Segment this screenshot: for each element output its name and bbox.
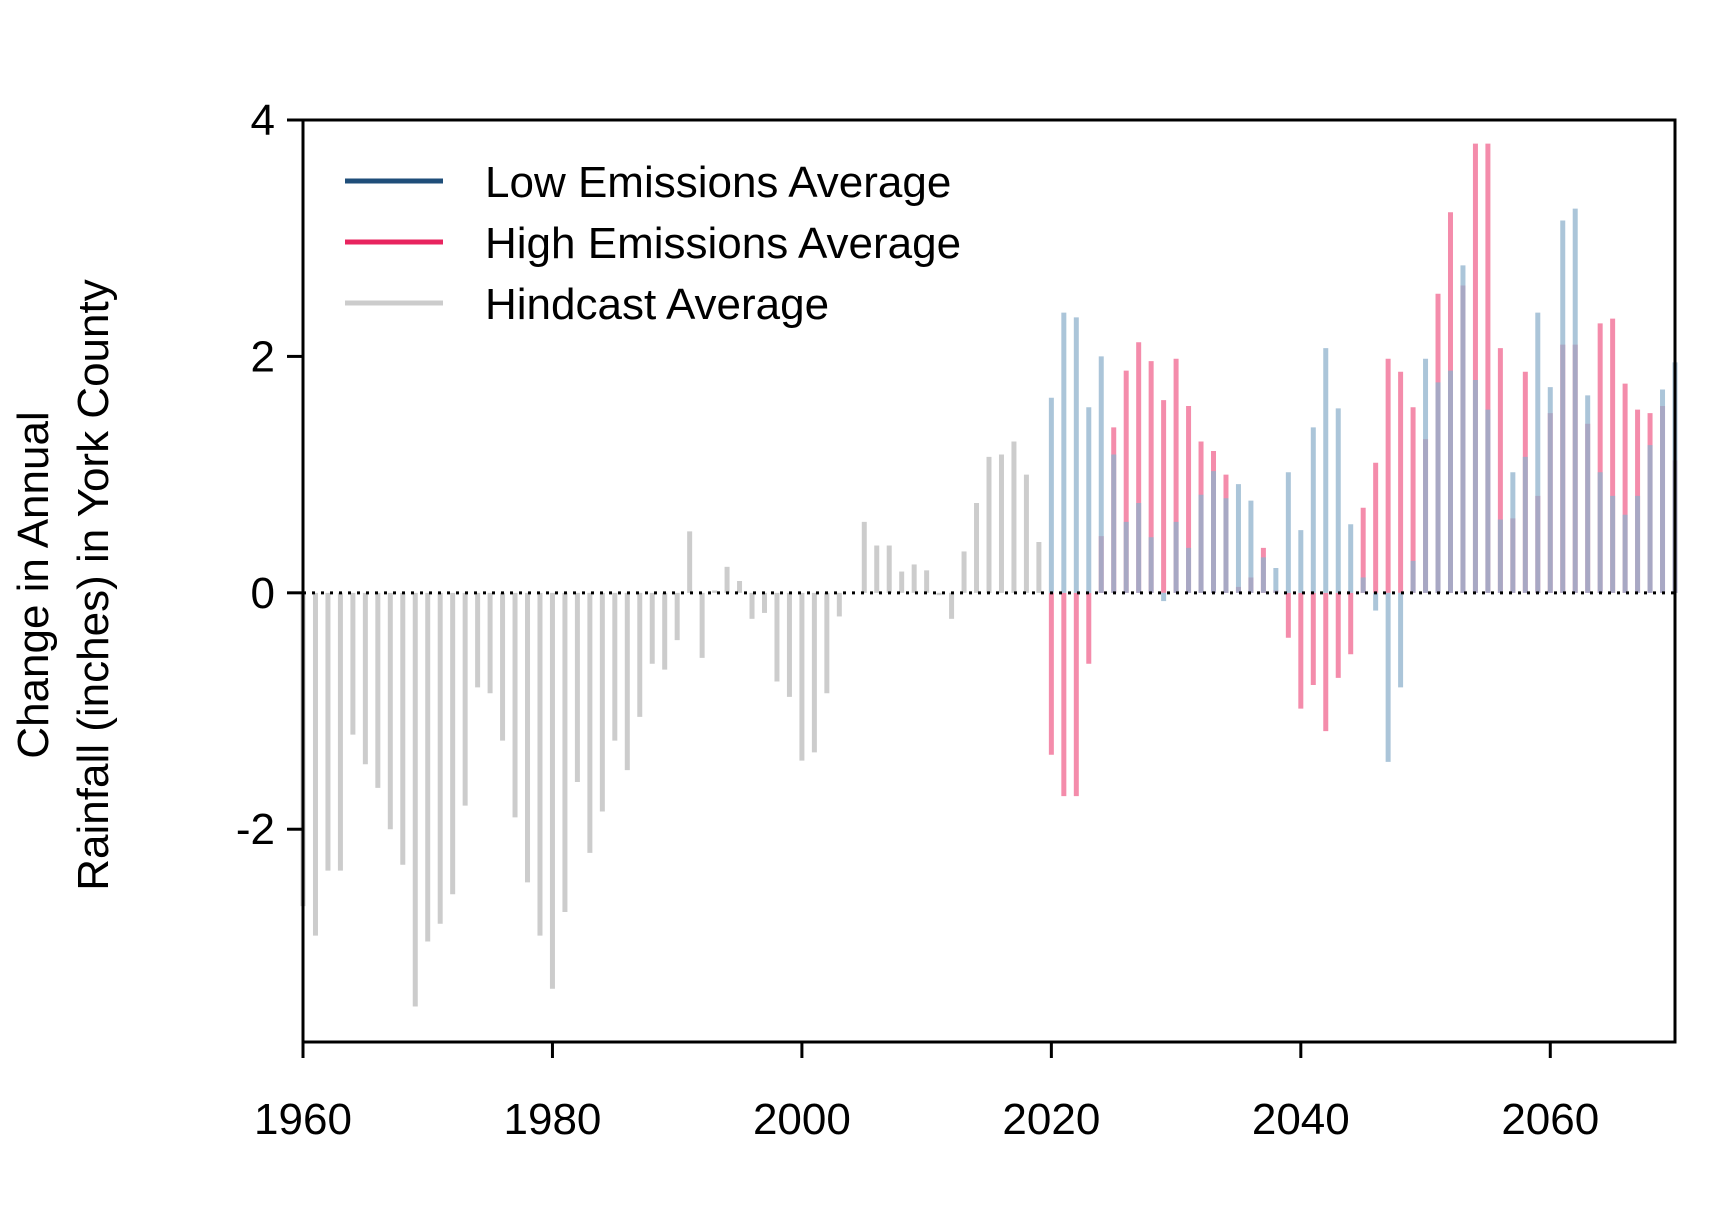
y-axis: -2 0 2 4 [236, 96, 303, 854]
legend-label-high: High Emissions Average [485, 219, 961, 268]
hindcast-bars [300, 441, 1042, 1007]
y-tick-label: 4 [251, 96, 275, 145]
x-axis: 1960 1980 2000 2020 2040 2060 [254, 1042, 1599, 1144]
x-tick-label: 2000 [753, 1095, 851, 1144]
legend-label-low: Low Emissions Average [485, 158, 951, 207]
y-axis-title-line-2: Rainfall (inches) in York County [69, 279, 118, 890]
y-tick-label: -2 [236, 805, 275, 854]
legend: Low Emissions Average High Emissions Ave… [345, 158, 961, 329]
legend-label-hindcast: Hindcast Average [485, 280, 829, 329]
y-axis-title-line-1: Change in Annual [9, 411, 58, 758]
y-tick-label: 2 [251, 332, 275, 381]
plot-frame [301, 118, 1677, 1044]
y-axis-title: Change in Annual Rainfall (inches) in Yo… [9, 279, 118, 890]
emissions-bars [1048, 143, 1678, 797]
x-tick-label: 1980 [504, 1095, 602, 1144]
x-tick-label: 2060 [1501, 1095, 1599, 1144]
x-tick-label: 1960 [254, 1095, 352, 1144]
x-tick-label: 2040 [1252, 1095, 1350, 1144]
x-tick-label: 2020 [1002, 1095, 1100, 1144]
y-tick-label: 0 [251, 569, 275, 618]
